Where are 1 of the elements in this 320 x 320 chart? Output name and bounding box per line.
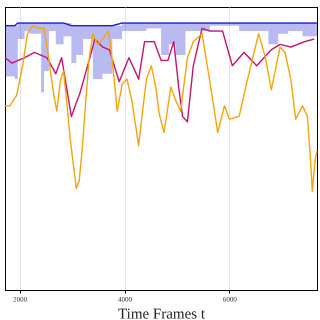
x-axis-title: Time Frames t (118, 306, 206, 320)
